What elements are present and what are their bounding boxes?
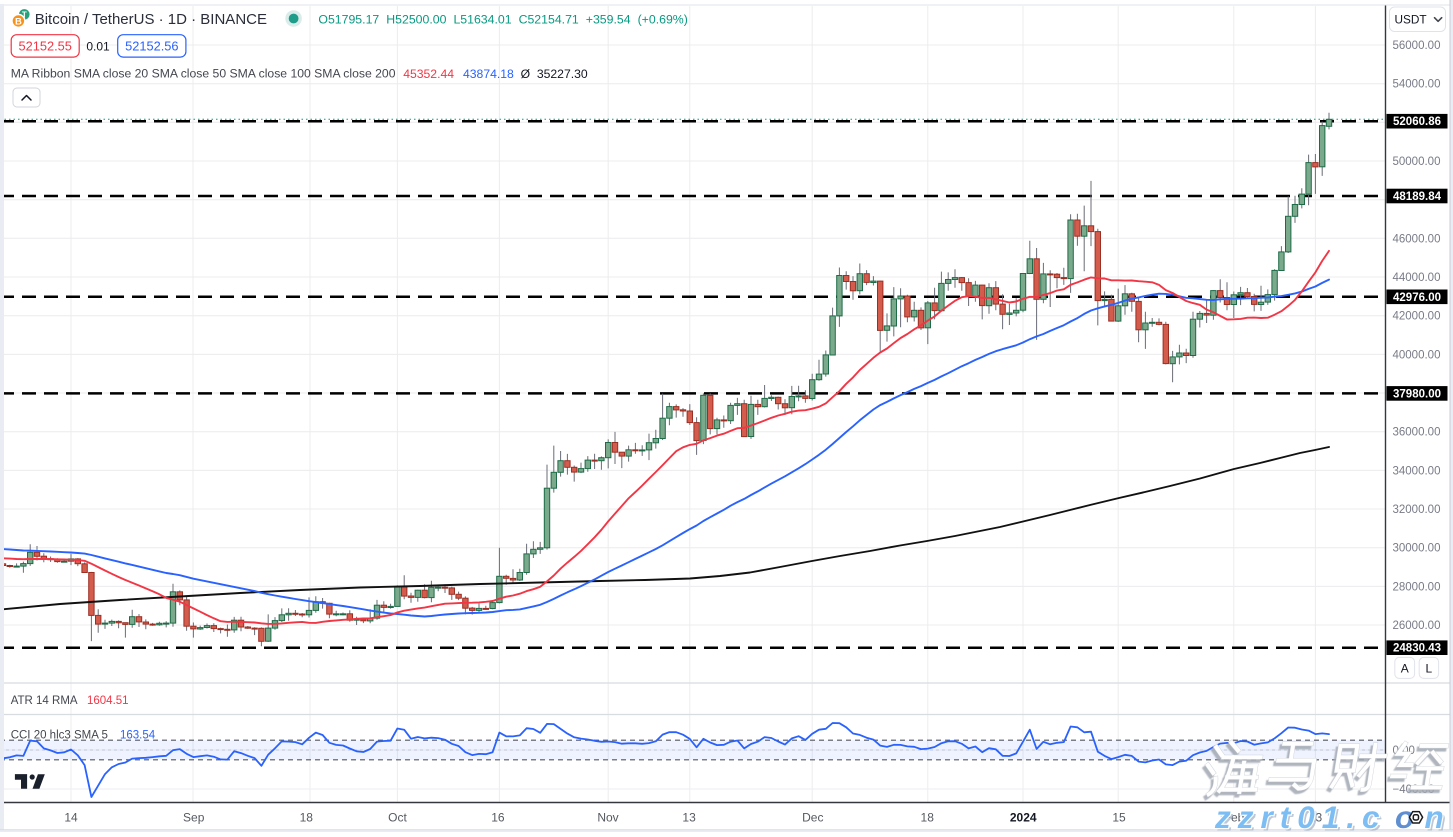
svg-text:44000.00: 44000.00 <box>1393 272 1441 284</box>
svg-text:34000.00: 34000.00 <box>1393 465 1441 477</box>
svg-text:0.01: 0.01 <box>86 40 110 54</box>
svg-text:Sep: Sep <box>183 811 205 825</box>
svg-text:30000.00: 30000.00 <box>1393 543 1441 555</box>
svg-text:13: 13 <box>682 811 696 825</box>
svg-text:46000.00: 46000.00 <box>1393 233 1441 245</box>
svg-text:2024: 2024 <box>1010 811 1037 825</box>
svg-text:Oct: Oct <box>388 811 407 825</box>
svg-text:A: A <box>1401 662 1409 676</box>
svg-text:L: L <box>1426 662 1433 676</box>
svg-text:36000.00: 36000.00 <box>1393 427 1441 439</box>
svg-text:18: 18 <box>921 811 935 825</box>
svg-text:Dec: Dec <box>802 811 823 825</box>
svg-text:163.54: 163.54 <box>120 730 156 742</box>
svg-text:USDT: USDT <box>1395 12 1427 26</box>
svg-text:45352.44: 45352.44 <box>403 67 454 81</box>
svg-text:42000.00: 42000.00 <box>1393 311 1441 323</box>
svg-text:42976.00: 42976.00 <box>1393 292 1441 304</box>
svg-text:52152.56: 52152.56 <box>125 39 178 54</box>
svg-text:26000.00: 26000.00 <box>1393 620 1441 632</box>
svg-text:52152.55: 52152.55 <box>19 39 72 54</box>
svg-text:54000.00: 54000.00 <box>1393 79 1441 91</box>
svg-text:O51795.17 H52500.00 L51634.01: O51795.17 H52500.00 L51634.01 C52154.71 … <box>318 12 687 26</box>
svg-text:52060.86: 52060.86 <box>1393 116 1441 128</box>
svg-text:1604.51: 1604.51 <box>87 695 129 707</box>
svg-text:Ø 35227.30: Ø 35227.30 <box>521 67 588 81</box>
svg-text:28000.00: 28000.00 <box>1393 581 1441 593</box>
svg-text:24830.43: 24830.43 <box>1393 643 1441 655</box>
svg-text:Nov: Nov <box>597 811 618 825</box>
svg-text:40000.00: 40000.00 <box>1393 349 1441 361</box>
svg-text:56000.00: 56000.00 <box>1393 40 1441 52</box>
svg-text:n: n <box>1425 799 1451 832</box>
svg-text:18: 18 <box>300 811 314 825</box>
svg-text:37980.00: 37980.00 <box>1393 388 1441 400</box>
svg-text:14: 14 <box>64 811 78 825</box>
svg-text:zzrt01.c: zzrt01.c <box>1214 799 1387 832</box>
svg-text:Bitcoin / TetherUS · 1D · BINA: Bitcoin / TetherUS · 1D · BINANCE <box>35 11 267 28</box>
svg-text:CCI 20 hlc3 SMA 5: CCI 20 hlc3 SMA 5 <box>11 730 108 742</box>
svg-text:15: 15 <box>1112 811 1126 825</box>
svg-text:43874.18: 43874.18 <box>463 67 514 81</box>
svg-text:ATR 14 RMA: ATR 14 RMA <box>11 695 78 707</box>
svg-text:MA Ribbon SMA close 20 SMA clo: MA Ribbon SMA close 20 SMA close 50 SMA … <box>11 67 396 81</box>
svg-text:50000.00: 50000.00 <box>1393 156 1441 168</box>
svg-text:B: B <box>15 17 22 28</box>
svg-text:32000.00: 32000.00 <box>1393 504 1441 516</box>
svg-text:16: 16 <box>491 811 505 825</box>
svg-text:48189.84: 48189.84 <box>1393 191 1442 203</box>
